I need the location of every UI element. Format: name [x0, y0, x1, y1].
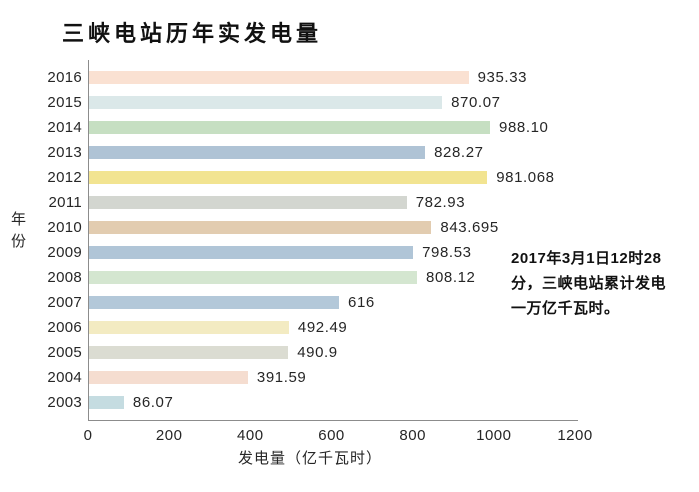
- bar-row: 2010 843.695: [36, 215, 696, 240]
- y-axis-tick-label: 2016: [47, 69, 82, 86]
- bar-value-label: 492.49: [297, 319, 348, 336]
- bar: [89, 246, 414, 259]
- bar-row: 2003 86.07: [36, 390, 696, 415]
- x-axis-tick-label: 0: [83, 427, 93, 444]
- x-axis-tick-label: 600: [318, 427, 345, 444]
- x-axis-tick-label: 200: [155, 427, 183, 444]
- x-axis-tick-label: 1200: [557, 427, 593, 444]
- x-axis-tick-label: 400: [237, 427, 264, 444]
- y-axis-tick-label: 2011: [48, 194, 82, 211]
- y-axis-tick-label: 2008: [47, 269, 82, 286]
- bar: [89, 146, 426, 159]
- bar: [89, 346, 289, 359]
- bar-value-label: 798.53: [422, 244, 472, 261]
- bar-row: 2016 935.33: [36, 65, 696, 90]
- bar-row: 2007 616: [36, 290, 696, 315]
- bar-value-label: 935.33: [477, 69, 528, 86]
- annotation-line-1: 2017年3月1日12时28: [511, 250, 662, 267]
- bar-value-label: 391.59: [256, 369, 307, 386]
- y-axis-line: [88, 60, 89, 420]
- bar-value-label: 870.07: [451, 94, 501, 111]
- bar-value-label: 828.27: [434, 144, 484, 161]
- bar-row: 2012 981.068: [36, 165, 696, 190]
- annotation-line-3: 一万亿千瓦时。: [511, 300, 620, 317]
- bar-value-label: 86.07: [132, 394, 174, 411]
- y-axis-tick-label: 2007: [47, 294, 82, 311]
- x-axis-line: [88, 420, 578, 421]
- bar: [89, 221, 432, 234]
- bar-rows: 2016 935.33 2015 870.07 2014 988.10 2013…: [36, 65, 696, 415]
- y-axis-tick-label: 2015: [47, 94, 82, 111]
- y-axis-tick-label: 2014: [47, 119, 82, 136]
- y-axis-tick-label: 2009: [47, 244, 82, 261]
- bar-row: 2009 798.53: [36, 240, 696, 265]
- bar: [89, 196, 407, 209]
- x-axis-tick-label: 800: [399, 427, 426, 444]
- x-axis-title: 发电量（亿千瓦时）: [237, 450, 383, 467]
- bar: [89, 321, 289, 334]
- bar-row: 2005 490.9: [36, 340, 696, 365]
- bar-value-label: 808.12: [426, 269, 476, 286]
- bar: [89, 96, 443, 109]
- annotation-line-2: 分，三峡电站累计发电: [511, 275, 667, 292]
- annotation-text: 2017年3月1日12时28 分，三峡电站累计发电 一万亿千瓦时。: [511, 246, 699, 321]
- bar-row: 2011 782.93: [36, 190, 696, 215]
- y-axis-tick-label: 2005: [47, 344, 82, 361]
- y-axis-tick-label: 2003: [47, 394, 82, 411]
- bar-value-label: 988.10: [499, 119, 549, 136]
- bar-value-label: 843.695: [440, 219, 499, 236]
- bar: [89, 271, 417, 284]
- bar-value-label: 490.9: [297, 344, 338, 361]
- x-axis-tick-label: 1000: [476, 427, 512, 444]
- bar-row: 2004 391.59: [36, 365, 696, 390]
- bar-row: 2014 988.10: [36, 115, 696, 140]
- bar: [89, 296, 339, 309]
- bar-row: 2015 870.07: [36, 90, 696, 115]
- y-axis-tick-label: 2004: [47, 369, 82, 386]
- bar-value-label: 616: [348, 294, 375, 311]
- y-axis-tick-label: 2012: [47, 169, 82, 186]
- y-axis-tick-label: 2006: [47, 319, 82, 336]
- bar-row: 2008 808.12: [36, 265, 696, 290]
- bar: [89, 171, 488, 184]
- y-axis-tick-label: 2010: [47, 219, 82, 236]
- bar-row: 2006 492.49: [36, 315, 696, 340]
- bar: [89, 71, 469, 84]
- y-axis-tick-label: 2013: [47, 144, 82, 161]
- bar-value-label: 782.93: [415, 194, 466, 211]
- bar-row: 2013 828.27: [36, 140, 696, 165]
- bar: [89, 121, 490, 134]
- bar: [89, 396, 124, 409]
- y-axis-title: 年份: [9, 211, 26, 255]
- bar-value-label: 981.068: [496, 169, 555, 186]
- bar: [89, 371, 248, 384]
- chart-title: 三峡电站历年实发电量: [62, 21, 323, 46]
